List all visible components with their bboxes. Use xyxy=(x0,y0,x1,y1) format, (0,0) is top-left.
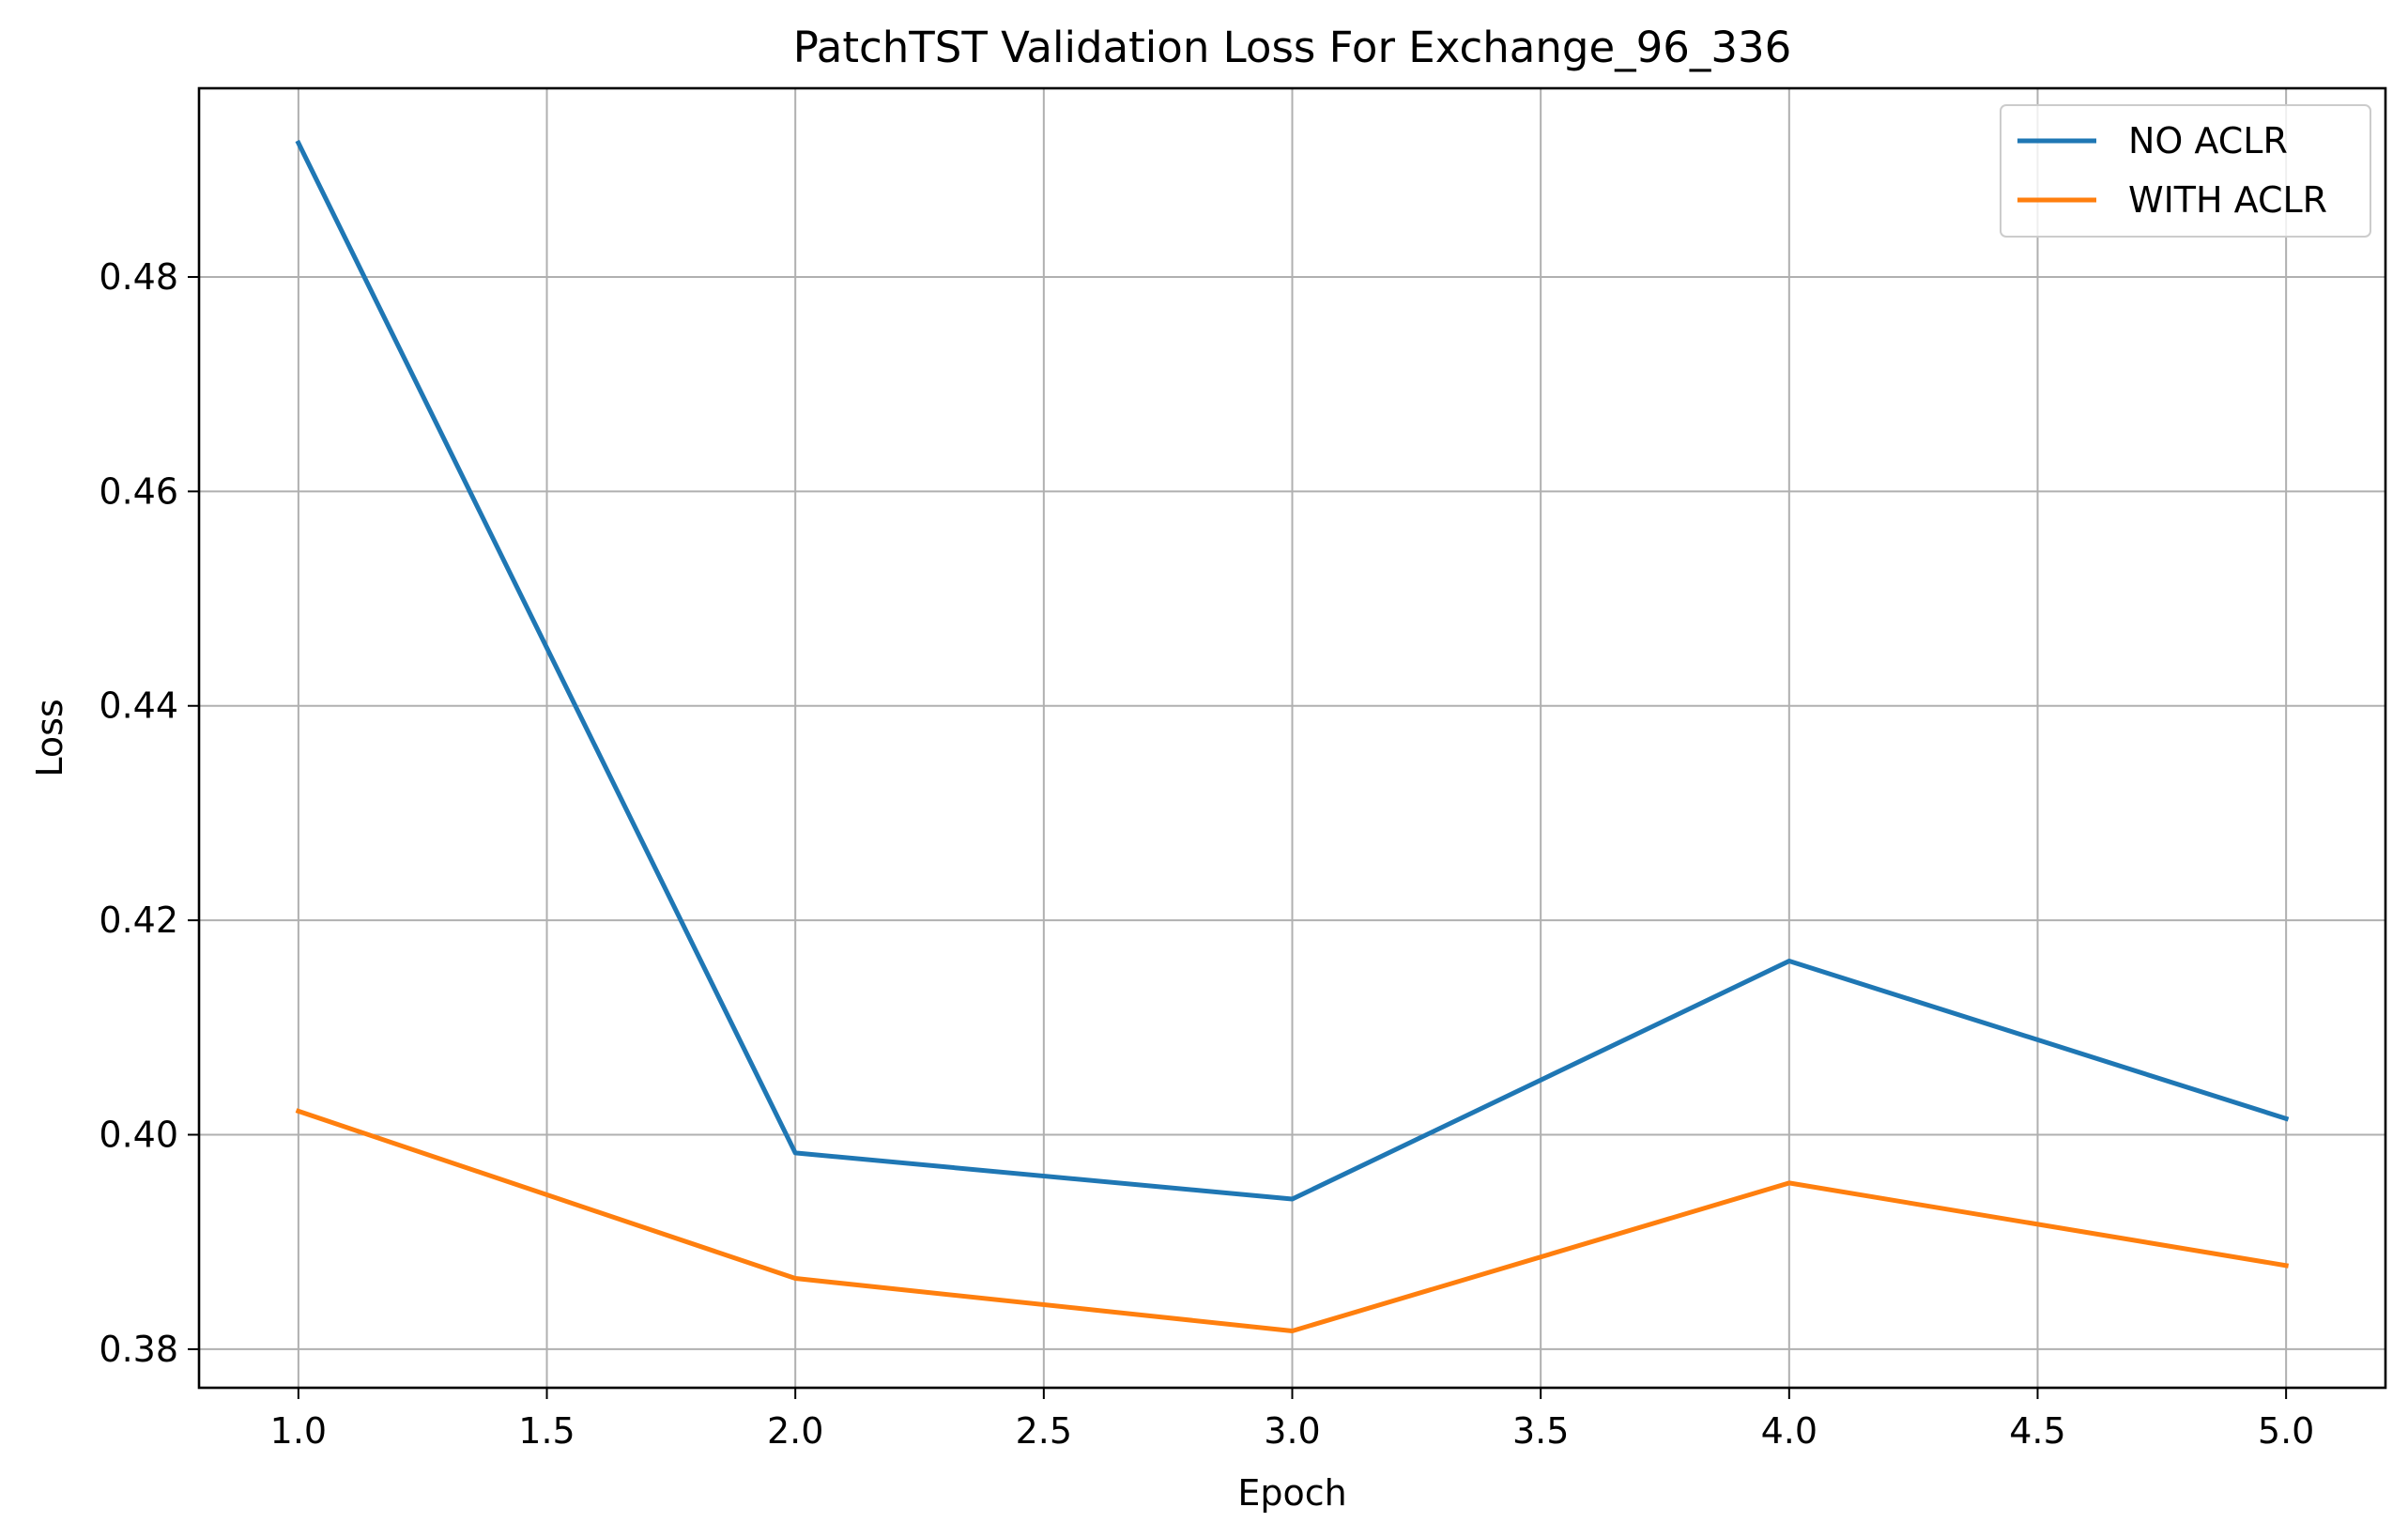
series-layer xyxy=(295,139,2290,1333)
x-tick-label: 2.5 xyxy=(1016,1410,1072,1452)
y-tick-label: 0.42 xyxy=(99,900,178,941)
x-tick-label: 5.0 xyxy=(2258,1410,2314,1452)
y-tick-label: 0.46 xyxy=(99,470,178,512)
y-axis-label: Loss xyxy=(29,699,70,777)
y-tick-label: 0.40 xyxy=(99,1115,178,1156)
y-tick-label: 0.48 xyxy=(99,256,178,298)
x-tick-label: 1.5 xyxy=(518,1410,575,1452)
x-tick-label: 2.0 xyxy=(767,1410,823,1452)
y-tick-label: 0.44 xyxy=(99,685,178,727)
grid-layer xyxy=(199,88,2385,1388)
legend-label: NO ACLR xyxy=(2128,120,2288,161)
x-tick-label: 4.0 xyxy=(1761,1410,1818,1452)
x-tick-label: 3.0 xyxy=(1264,1410,1320,1452)
y-tick-label: 0.38 xyxy=(99,1329,178,1370)
ticks-layer: 1.0 1.5 2.0 2.5 3.0 3.5 4.0 4.5 5.0 0.38 0.40 0.42 0… xyxy=(99,256,2314,1452)
series-line-0 xyxy=(295,139,2290,1202)
x-tick-label: 4.5 xyxy=(2009,1410,2065,1452)
legend: NO ACLR WITH ACLR xyxy=(2000,104,2371,238)
legend-items: NO ACLR WITH ACLR xyxy=(2017,120,2327,221)
chart-title: PatchTST Validation Loss For Exchange_96… xyxy=(793,23,1792,72)
x-tick-label: 1.0 xyxy=(270,1410,327,1452)
legend-box xyxy=(2000,104,2371,238)
legend-label: WITH ACLR xyxy=(2128,179,2327,221)
x-axis-label: Epoch xyxy=(1237,1472,1346,1514)
series-line-1 xyxy=(295,1108,2290,1333)
x-tick-label: 3.5 xyxy=(1512,1410,1569,1452)
